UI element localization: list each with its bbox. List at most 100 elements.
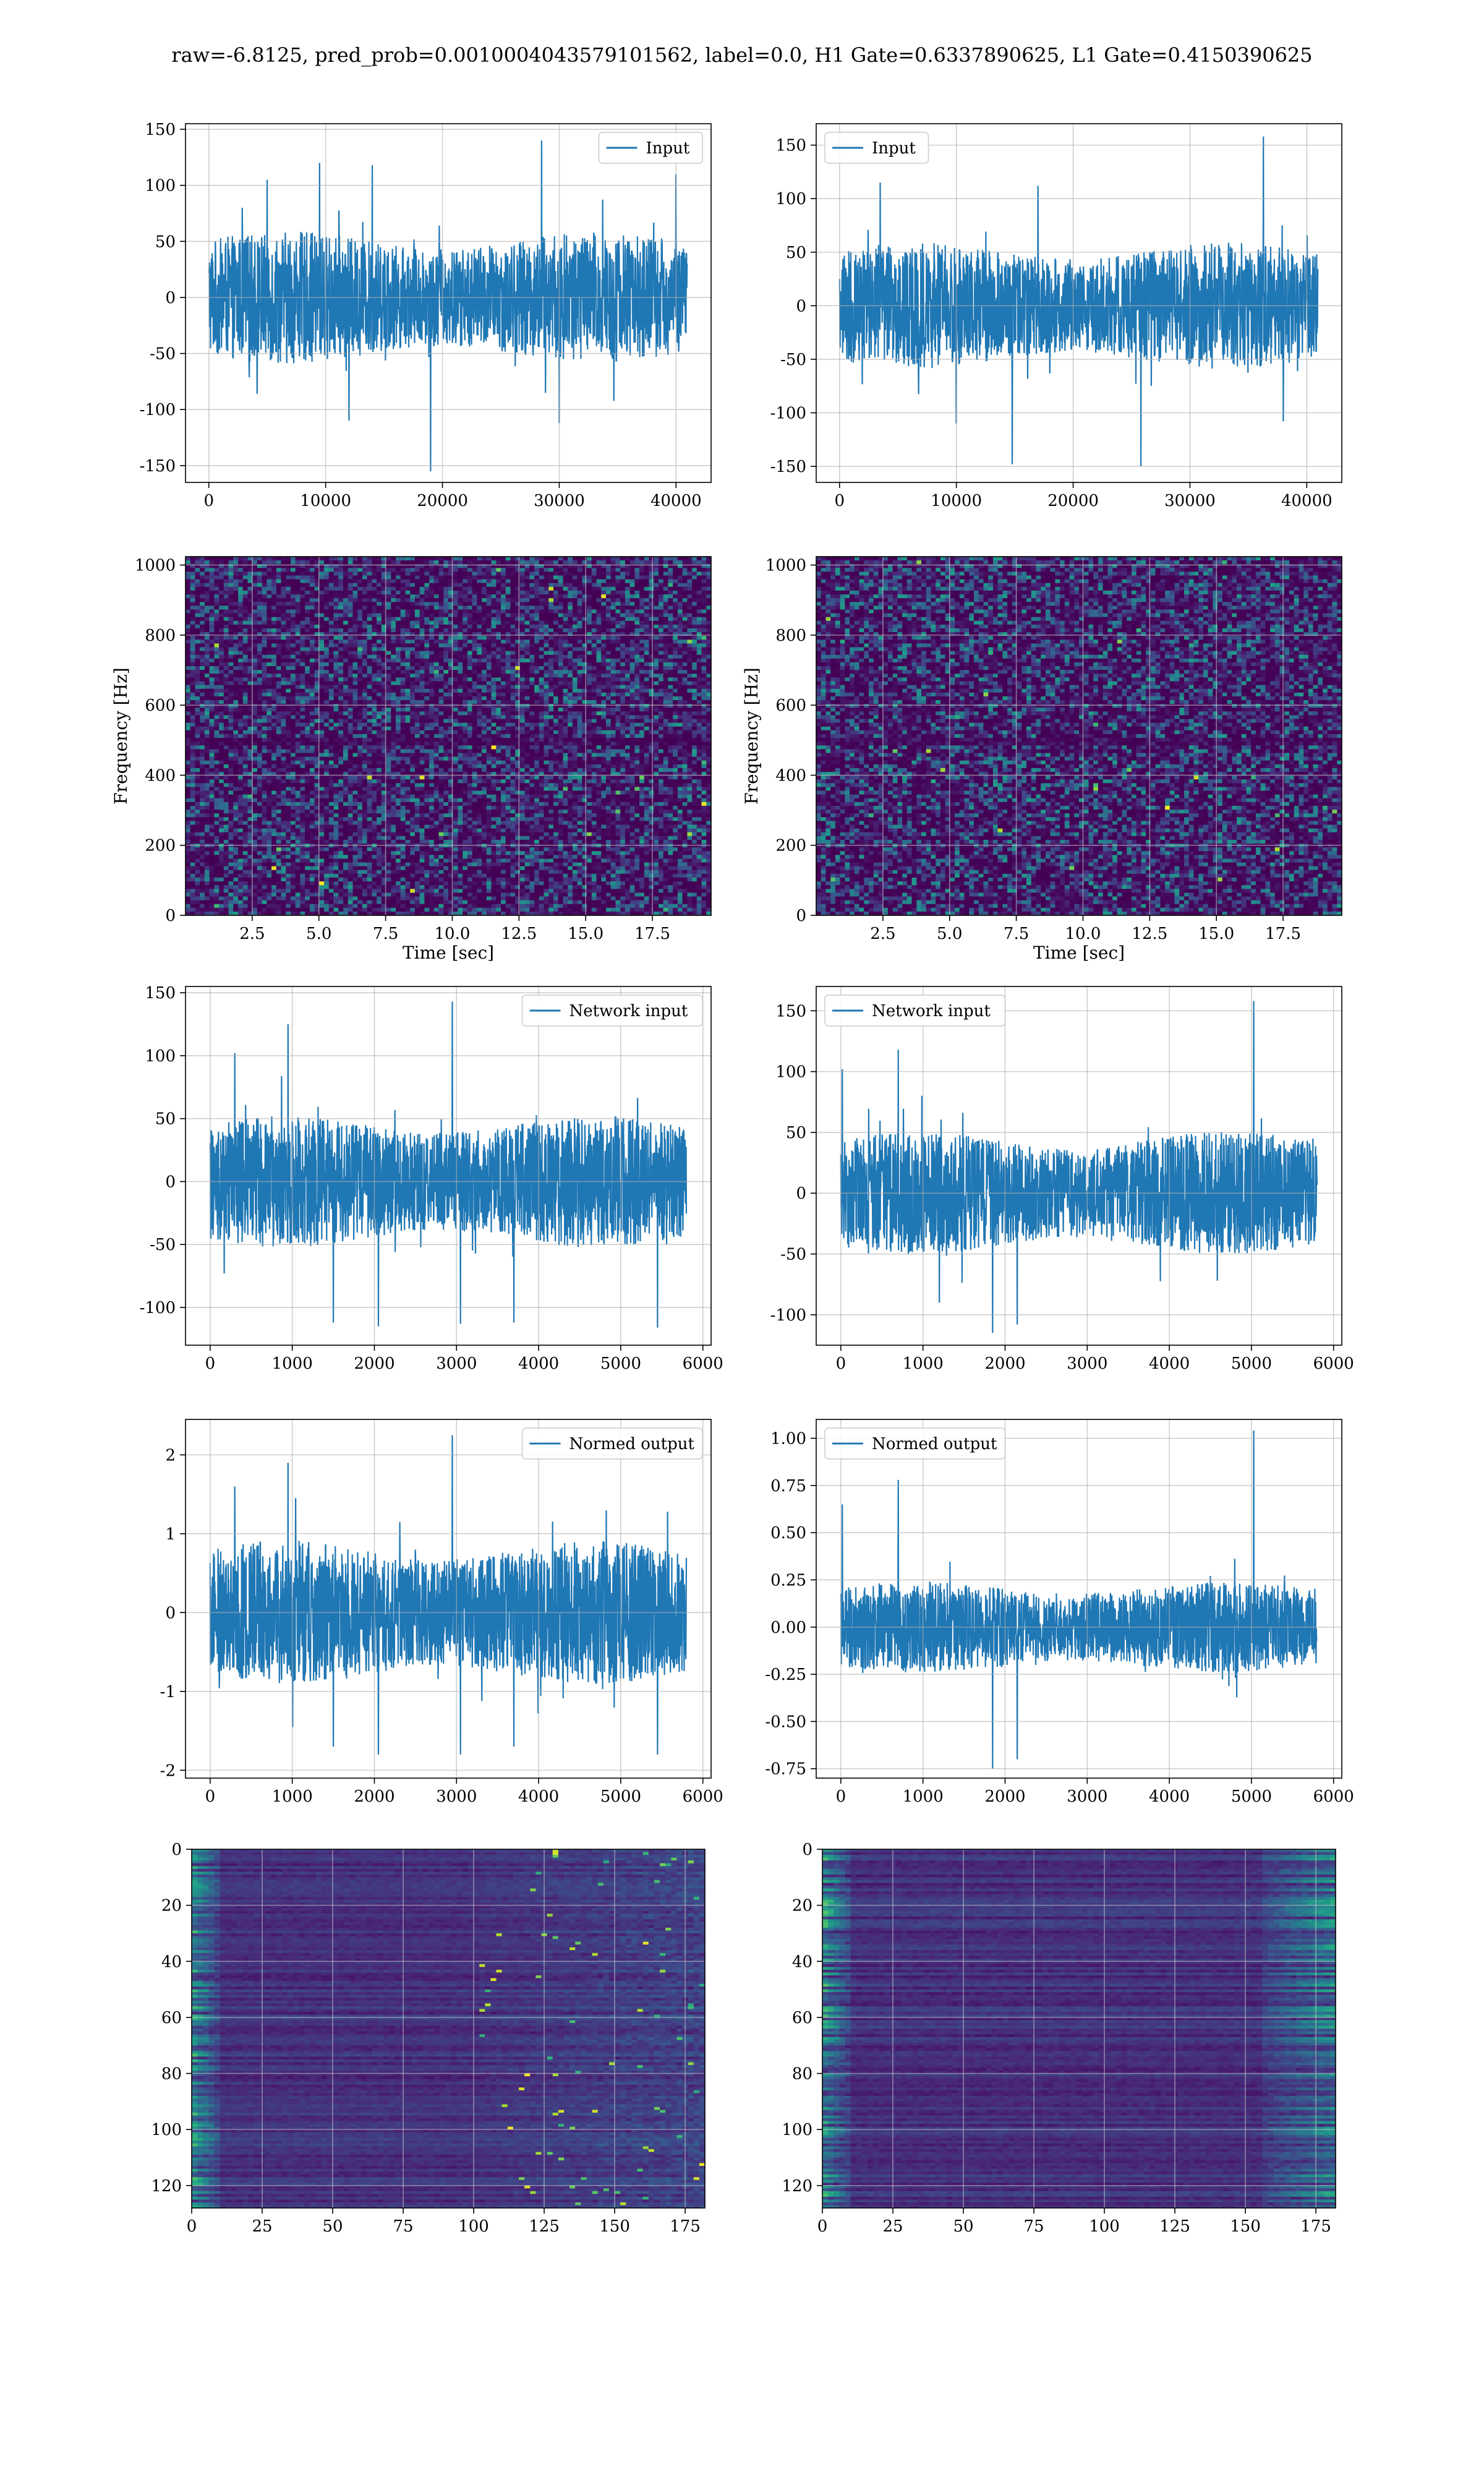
y-tick-label: 100	[151, 2121, 182, 2139]
x-tick-label: 0	[836, 1787, 846, 1806]
y-tick-label: 120	[151, 2177, 182, 2196]
y-tick-label: 1000	[765, 557, 806, 575]
legend: Network input	[825, 995, 1005, 1026]
legend: Normed output	[522, 1428, 703, 1459]
x-tick-label: 150	[1230, 2217, 1261, 2236]
y-tick-label: 100	[782, 2121, 812, 2139]
x-tick-label: 100	[458, 2217, 489, 2236]
x-tick-label: 40000	[650, 492, 702, 510]
legend-label: Network input	[872, 1002, 991, 1020]
y-tick-label: 0	[165, 289, 176, 307]
y-tick-label: 20	[792, 1897, 812, 1915]
x-tick-label: 1000	[272, 1787, 313, 1806]
x-tick-label: 50	[322, 2217, 343, 2236]
y-tick-label: 0	[802, 1841, 812, 1859]
x-tick-label: 125	[1159, 2217, 1190, 2236]
x-tick-label: 25	[882, 2217, 903, 2236]
x-tick-label: 150	[599, 2217, 630, 2236]
x-tick-label: 30000	[534, 492, 585, 510]
x-tick-label: 1000	[903, 1354, 944, 1373]
y-tick-label: 0	[171, 1841, 182, 1859]
y-tick-label: 0	[165, 907, 176, 925]
x-tick-label: 2000	[984, 1354, 1025, 1373]
x-tick-label: 0	[187, 2217, 197, 2236]
y-tick-label: 100	[775, 190, 806, 208]
y-axis-label: Frequency [Hz]	[111, 667, 131, 804]
y-tick-label: -0.75	[765, 1760, 806, 1779]
y-tick-label: -0.50	[765, 1713, 806, 1731]
x-tick-label: 0	[835, 492, 845, 510]
x-tick-label: 15.0	[568, 925, 603, 943]
y-tick-label: 40	[161, 1953, 182, 1971]
y-tick-label: 0	[796, 297, 806, 315]
x-tick-label: 3000	[1067, 1787, 1107, 1806]
x-tick-label: 25	[252, 2217, 272, 2236]
x-tick-label: 3000	[1067, 1354, 1107, 1373]
x-tick-label: 5000	[600, 1787, 641, 1806]
y-tick-label: 80	[161, 2065, 182, 2084]
y-tick-label: -50	[780, 351, 806, 369]
legend-label: Input	[872, 139, 916, 158]
x-tick-label: 125	[529, 2217, 560, 2236]
y-tick-label: -0.25	[765, 1666, 806, 1684]
legend-label: Normed output	[569, 1435, 695, 1453]
legend-label: Normed output	[872, 1435, 997, 1453]
y-tick-label: 150	[145, 121, 176, 139]
heatmap-cells	[816, 557, 1342, 916]
legend-label: Input	[646, 139, 690, 158]
x-tick-label: 6000	[1313, 1787, 1354, 1806]
y-tick-label: 0	[796, 907, 806, 925]
x-tick-label: 5000	[600, 1354, 641, 1373]
y-tick-label: -100	[770, 1306, 806, 1325]
y-tick-label: 60	[161, 2009, 182, 2027]
x-tick-label: 75	[393, 2217, 413, 2236]
x-tick-label: 10.0	[1065, 925, 1101, 943]
x-tick-label: 2.5	[870, 925, 895, 943]
x-tick-label: 30000	[1164, 492, 1216, 510]
x-tick-label: 5000	[1231, 1354, 1272, 1373]
x-tick-label: 0	[817, 2217, 828, 2236]
x-tick-label: 15.0	[1198, 925, 1234, 943]
x-tick-label: 2000	[984, 1787, 1025, 1806]
x-tick-label: 7.5	[373, 925, 398, 943]
x-tick-label: 10000	[931, 492, 982, 510]
x-tick-label: 0	[204, 492, 215, 510]
x-tick-label: 100	[1089, 2217, 1120, 2236]
y-tick-label: -150	[140, 457, 176, 476]
y-tick-label: 150	[145, 984, 176, 1003]
y-tick-label: 80	[792, 2065, 812, 2084]
x-tick-label: 2000	[354, 1354, 394, 1373]
y-tick-label: 40	[792, 1953, 812, 1971]
y-tick-label: -100	[770, 404, 806, 422]
legend: Network input	[522, 995, 703, 1026]
x-tick-label: 10.0	[435, 925, 471, 943]
y-tick-label: -50	[150, 1236, 176, 1254]
y-tick-label: 400	[145, 766, 176, 785]
x-tick-label: 75	[1023, 2217, 1044, 2236]
y-axis-label: Frequency [Hz]	[741, 667, 762, 804]
x-tick-label: 5000	[1231, 1787, 1272, 1806]
y-tick-label: 600	[145, 696, 176, 715]
y-tick-label: 0	[165, 1604, 176, 1622]
y-tick-label: 100	[145, 177, 176, 195]
y-tick-label: 50	[786, 244, 806, 262]
x-tick-label: 2000	[354, 1787, 394, 1806]
y-tick-label: 100	[145, 1047, 176, 1066]
y-tick-label: 50	[155, 233, 176, 251]
y-tick-label: -50	[150, 345, 176, 364]
y-tick-label: 400	[775, 766, 806, 785]
y-tick-label: -2	[160, 1761, 176, 1780]
y-tick-label: -50	[780, 1246, 806, 1264]
y-tick-label: 1.00	[770, 1430, 806, 1448]
y-tick-label: 100	[775, 1063, 806, 1082]
x-tick-label: 6000	[683, 1354, 723, 1373]
heatmap-cells	[186, 557, 712, 916]
legend: Input	[825, 132, 929, 163]
x-tick-label: 1000	[903, 1787, 944, 1806]
heatmap-cells	[822, 1849, 1336, 2209]
